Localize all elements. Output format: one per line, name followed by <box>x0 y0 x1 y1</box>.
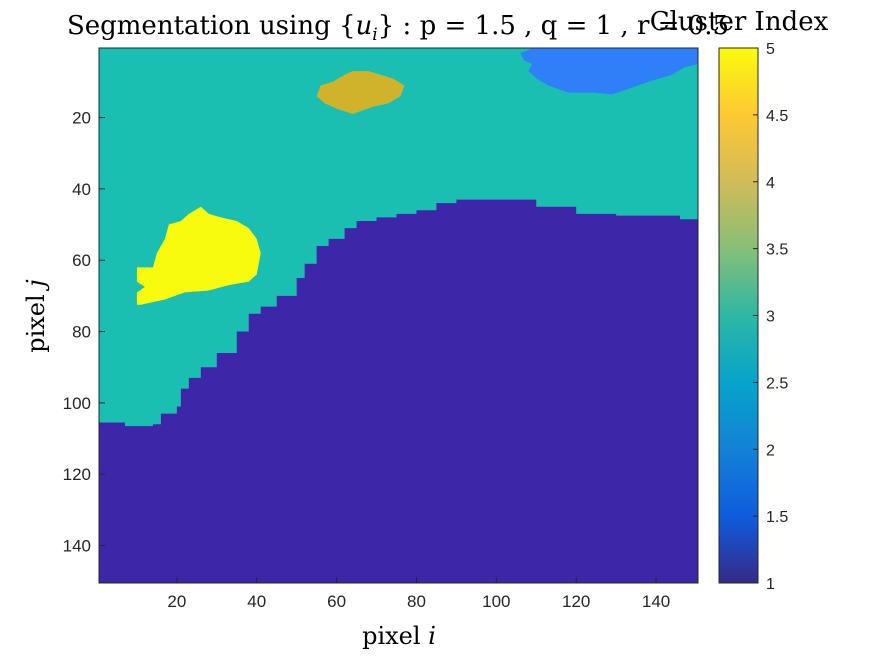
heatmap-image <box>99 48 698 583</box>
y-tick-label: 80 <box>72 323 91 342</box>
colorbar-tick-label: 4 <box>766 175 775 192</box>
colorbar-tick-label: 3.5 <box>766 242 788 259</box>
y-tick-label: 40 <box>72 180 91 199</box>
colorbar-tick-label: 3 <box>766 309 775 326</box>
region-cluster-4 <box>316 71 405 114</box>
colorbar-axis: 1 1.5 2 2.5 3 3.5 4 4.5 5 <box>753 41 788 593</box>
x-axis: 20 40 60 80 100 120 140 <box>167 577 670 611</box>
y-tick-label: 120 <box>63 465 91 484</box>
axes-box <box>98 47 699 584</box>
colorbar-tick-label: 5 <box>766 41 775 58</box>
colorbar-tick-label: 2.5 <box>766 375 788 392</box>
y-tick-label: 100 <box>63 394 91 413</box>
x-tick-label: 20 <box>167 592 186 611</box>
colorbar-title: Cluster Index <box>650 7 829 37</box>
x-tick-label: 40 <box>247 592 266 611</box>
region-cluster-2 <box>520 48 698 95</box>
x-tick-label: 100 <box>482 592 510 611</box>
y-tick-label: 140 <box>63 537 91 556</box>
x-axis-label: pixel i <box>362 622 436 650</box>
y-axis-label: pixel j <box>22 279 50 353</box>
colorbar-tick-label: 1.5 <box>766 509 788 526</box>
colorbar-tick-label: 4.5 <box>766 108 788 125</box>
x-tick-label: 120 <box>562 592 590 611</box>
region-cluster-1 <box>99 199 698 583</box>
chart-title: Segmentation using {ui} : p = 1.5 , q = … <box>67 11 729 45</box>
colorbar-tick-label: 1 <box>766 576 775 593</box>
x-tick-label: 80 <box>407 592 426 611</box>
colorbar-tick-label: 2 <box>766 442 775 459</box>
region-cluster-5 <box>136 206 261 305</box>
x-tick-label: 60 <box>327 592 346 611</box>
y-tick-label: 20 <box>72 109 91 128</box>
y-tick-label: 60 <box>72 251 91 270</box>
x-tick-label: 140 <box>642 592 670 611</box>
colorbar <box>718 47 759 584</box>
y-axis: 20 40 60 80 100 120 140 <box>63 109 105 556</box>
